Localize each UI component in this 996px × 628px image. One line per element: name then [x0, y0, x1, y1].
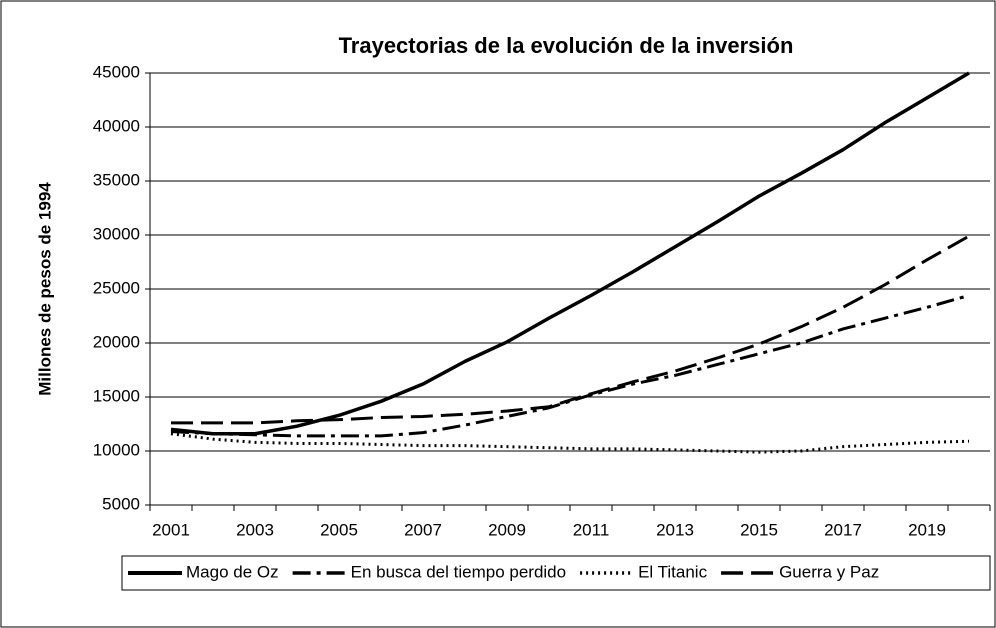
x-tick-label: 2019: [908, 520, 946, 539]
legend-label: En busca del tiempo perdido: [351, 562, 566, 581]
x-tick-label: 2017: [824, 520, 862, 539]
legend-label: Mago de Oz: [186, 562, 279, 581]
x-tick-label: 2007: [404, 520, 442, 539]
x-tick-label: 2013: [656, 520, 694, 539]
y-tick-label: 40000: [93, 116, 140, 135]
x-tick-label: 2015: [740, 520, 778, 539]
chart-title: Trayectorias de la evolución de la inver…: [339, 33, 794, 58]
x-tick-label: 2011: [573, 520, 610, 539]
x-tick-label: 2001: [152, 520, 190, 539]
x-tick-label: 2005: [320, 520, 358, 539]
series-line: [170, 432, 970, 454]
y-tick-label: 15000: [93, 386, 140, 405]
y-tick-label: 5000: [102, 494, 140, 513]
y-tick-label: 10000: [93, 440, 140, 459]
y-axis-label: Millones de pesos de 1994: [35, 182, 54, 396]
legend-label: Guerra y Paz: [779, 562, 879, 581]
x-tick-label: 2009: [488, 520, 526, 539]
legend-label: El Titanic: [638, 562, 707, 581]
series-line: [170, 71, 970, 436]
y-tick-label: 25000: [93, 278, 140, 297]
y-tick-label: 45000: [93, 62, 140, 81]
y-tick-label: 20000: [93, 332, 140, 351]
y-tick-label: 30000: [93, 224, 140, 243]
series-line: [171, 234, 970, 425]
series-line: [170, 294, 970, 438]
legend-box: [121, 555, 991, 591]
x-tick-label: 2003: [236, 520, 274, 539]
y-tick-label: 35000: [93, 170, 140, 189]
